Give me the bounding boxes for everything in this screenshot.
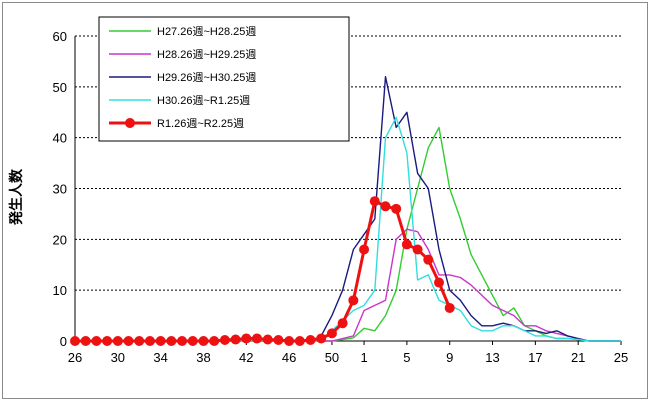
- series-5-point: [134, 336, 145, 346]
- series-5-point: [294, 336, 305, 346]
- series-5-point: [380, 201, 391, 212]
- series-5-point: [80, 336, 91, 346]
- legend-label-5: R1.26週~R2.25週: [157, 117, 244, 130]
- series-5-point: [166, 336, 177, 346]
- series-5-point: [144, 336, 155, 346]
- x-tick-label: 26: [68, 350, 82, 365]
- x-tick-label: 1: [360, 350, 367, 365]
- series-lines: [70, 75, 621, 346]
- y-tick-label: 30: [53, 182, 67, 197]
- x-tick-label: 46: [282, 350, 296, 365]
- series-5-point: [434, 277, 444, 288]
- line-chart: 0 10 20 30 40 50 60 26 30 34 38 42 46 50 1 5 9 13 17 21 25 H…: [8, 16, 629, 365]
- x-tick-label: 42: [239, 350, 253, 365]
- series-5-point: [209, 336, 220, 346]
- legend-label-1: H27.26週~H28.25週: [157, 25, 256, 38]
- series-5-point: [326, 328, 337, 339]
- y-tick-label: 60: [53, 29, 67, 44]
- series-5-point: [91, 336, 102, 346]
- x-tick-label: 50: [325, 350, 339, 365]
- x-tick-label: 38: [196, 350, 210, 365]
- x-tick-label: 34: [153, 350, 167, 365]
- y-tick-label: 20: [53, 232, 67, 247]
- series-5-point: [337, 318, 348, 329]
- series-5-point: [359, 244, 370, 255]
- legend-marker-5: [125, 118, 135, 128]
- series-5-point: [273, 334, 284, 345]
- series-5-point: [391, 203, 402, 214]
- series-5-point: [305, 334, 316, 345]
- x-tick-label: 13: [485, 350, 499, 365]
- series-5-point: [112, 336, 123, 346]
- series-line-4: [75, 116, 621, 342]
- series-5-point: [187, 336, 198, 346]
- series-5-point: [177, 336, 188, 346]
- y-tick-label: 0: [60, 334, 67, 349]
- tick-labels: 0 10 20 30 40 50 60 26 30 34 38 42 46 50 1 5 9 13 17 21 25: [53, 29, 629, 365]
- legend: H27.26週~H28.25週 H28.26週~H29.25週 H29.26週~H3…: [98, 16, 350, 142]
- series-5-point: [198, 336, 209, 346]
- y-axis-label: 発生人数: [8, 168, 24, 226]
- x-tick-label: 21: [571, 350, 585, 365]
- series-line-5: [75, 199, 452, 343]
- series-5-point: [412, 244, 423, 255]
- series-5-point: [284, 336, 295, 346]
- y-tick-label: 40: [53, 131, 67, 146]
- x-tick-label: 9: [446, 350, 453, 365]
- x-tick-label: 5: [403, 350, 410, 365]
- x-tick-label: 17: [528, 350, 542, 365]
- x-tick-label: 30: [111, 350, 125, 365]
- series-5-point: [252, 333, 262, 344]
- series-5-point: [123, 336, 134, 346]
- series-line-2: [75, 228, 621, 342]
- series-5-point: [316, 333, 327, 344]
- legend-label-2: H28.26週~H29.25週: [157, 48, 256, 61]
- series-5-point: [230, 334, 241, 345]
- series-5-point: [241, 333, 252, 344]
- legend-box: [98, 16, 350, 142]
- series-5-point: [262, 334, 273, 345]
- series-5-point: [423, 254, 434, 265]
- legend-label-3: H29.26週~H30.25週: [157, 71, 256, 84]
- x-tick-label: 25: [614, 350, 628, 365]
- legend-label-4: H30.26週~R1.25週: [157, 94, 250, 107]
- series-5-point: [401, 239, 412, 250]
- series-5-point: [102, 336, 113, 346]
- series-5-point: [348, 295, 359, 306]
- series-5-point: [444, 302, 455, 313]
- series-5-point: [369, 196, 380, 207]
- y-tick-label: 50: [53, 80, 67, 95]
- series-5-point: [155, 336, 166, 346]
- series-5-point: [70, 336, 80, 346]
- series-5-point: [219, 334, 230, 345]
- y-tick-label: 10: [53, 283, 67, 298]
